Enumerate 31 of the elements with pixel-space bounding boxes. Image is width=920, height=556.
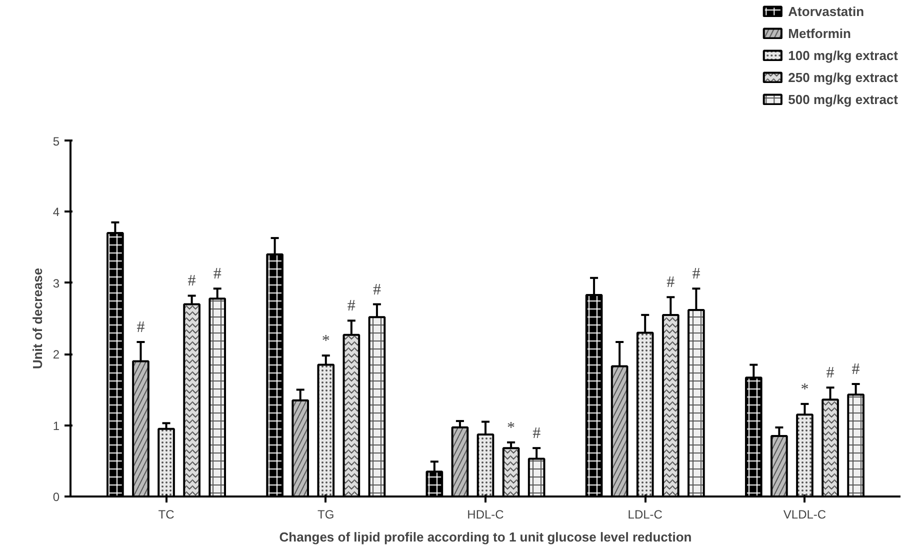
y-axis-title: Unit of decrease — [30, 268, 45, 370]
data-label: # — [136, 318, 145, 336]
y-tick-label: 5 — [52, 134, 60, 148]
data-label: * — [322, 332, 330, 350]
data-label: * — [800, 380, 809, 398]
y-tick-label: 3 — [52, 276, 60, 290]
data-label: # — [666, 274, 675, 292]
legend-label: Metformin — [788, 24, 851, 42]
legend-label: 500 mg/kg extract — [788, 90, 898, 108]
data-label: # — [692, 266, 700, 283]
y-tick-label: 4 — [52, 205, 60, 220]
legend-label: Atorvastatin — [788, 2, 864, 20]
y-tick-label: 2 — [52, 348, 60, 362]
legend-label: 250 mg/kg extract — [788, 68, 898, 86]
data-label: # — [347, 298, 356, 315]
x-tick-label: TG — [318, 508, 334, 522]
legend-label: 100 mg/kg extract — [788, 46, 898, 64]
data-label: # — [188, 272, 196, 290]
x-tick-label: TC — [158, 508, 175, 522]
data-label: # — [532, 425, 541, 442]
x-tick-label: HDL-C — [467, 508, 504, 522]
y-tick-label: 0 — [52, 490, 60, 504]
data-label: # — [852, 361, 860, 378]
data-label: # — [213, 266, 222, 283]
x-tick-label: LDL-C — [628, 508, 663, 522]
data-label: # — [372, 281, 381, 298]
y-tick-label: 1 — [52, 418, 60, 433]
data-label: * — [507, 419, 516, 436]
x-tick-label: VLDL-C — [783, 508, 826, 522]
data-label: # — [826, 364, 834, 382]
x-axis-title: Changes of lipid profile according to 1 unit glucose level reduction — [279, 530, 692, 544]
